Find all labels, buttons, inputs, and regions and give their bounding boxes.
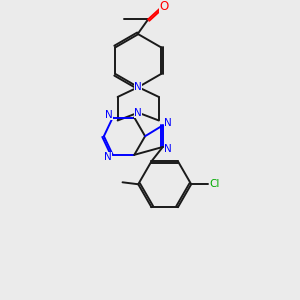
Text: N: N (164, 118, 172, 128)
Text: N: N (105, 110, 113, 120)
Text: Cl: Cl (210, 179, 220, 189)
Text: O: O (159, 0, 168, 13)
Text: N: N (104, 152, 112, 162)
Text: N: N (134, 82, 142, 92)
Text: N: N (134, 108, 142, 118)
Text: N: N (164, 144, 172, 154)
